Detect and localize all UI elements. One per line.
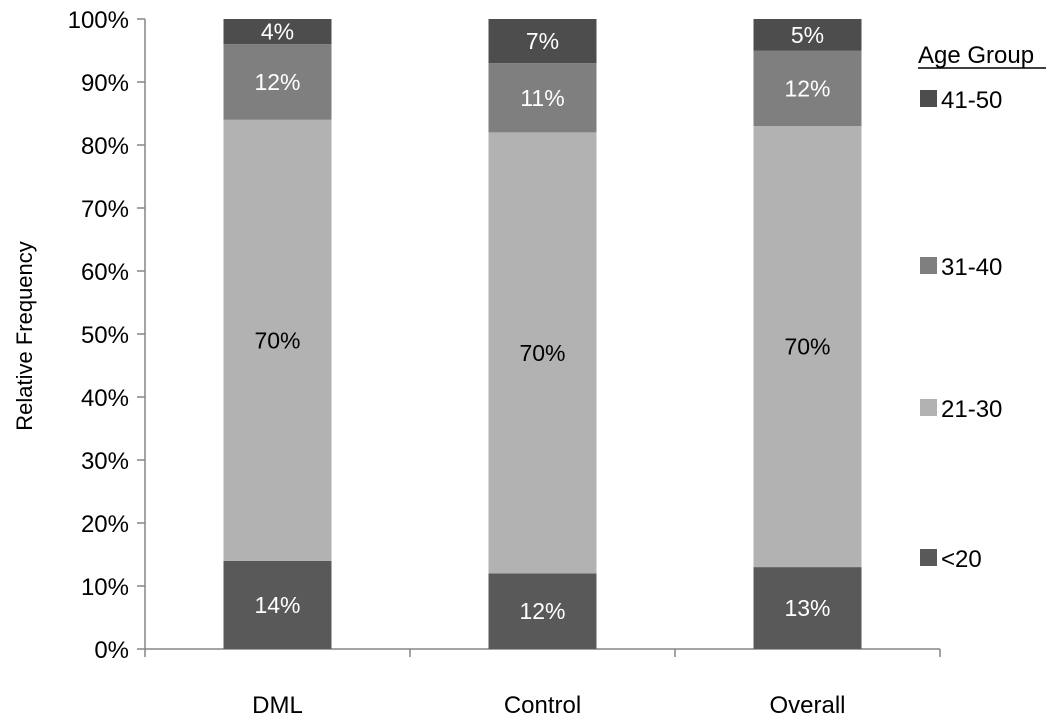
y-tick-label: 20% (81, 511, 129, 538)
bar-stack-dml: 14% 70% 12% 4% (223, 19, 332, 649)
data-label: 4% (261, 19, 294, 45)
y-tick-label: 70% (81, 196, 129, 223)
data-label: 11% (520, 85, 564, 111)
data-label: 12% (784, 75, 830, 101)
bar-segment (488, 63, 597, 133)
bar-segment (753, 19, 862, 51)
bar-segment (223, 44, 332, 120)
legend-title: Age Group (918, 42, 1034, 69)
data-label: 70% (519, 340, 565, 366)
bar-segment (223, 119, 332, 561)
legend-label: <20 (941, 546, 982, 573)
y-tick-label: 90% (81, 70, 129, 97)
y-axis-label: Relative Frequency (12, 241, 37, 431)
y-tick-label: 80% (81, 133, 129, 160)
legend-label: 41-50 (941, 87, 1002, 114)
data-label: 14% (254, 592, 300, 618)
y-tick-label: 50% (81, 322, 129, 349)
y-tick-label: 100% (68, 7, 129, 34)
data-label: 5% (791, 22, 824, 48)
data-label: 12% (254, 69, 300, 95)
legend-label: 31-40 (941, 254, 1002, 281)
bar-segment (488, 19, 597, 64)
legend-swatch (920, 90, 937, 107)
bar-segment (753, 567, 862, 649)
bar-segment (223, 19, 332, 45)
legend-swatch (920, 257, 937, 274)
x-tick-label: DML (252, 692, 303, 719)
legend-swatch (920, 399, 937, 416)
legend-swatch (920, 549, 937, 566)
bar-segment (753, 50, 862, 127)
data-label: 7% (526, 28, 559, 54)
bar-stack-overall: 13% 70% 12% 5% (753, 19, 862, 649)
y-tick-label: 40% (81, 385, 129, 412)
bar-stack-control: 12% 70% 11% 7% (488, 19, 597, 649)
y-axis: 0% 10% 20% 30% 40% 50% 60% 70% 80% 90% 100% (68, 7, 146, 664)
bars: 14% 70% 12% 4% 12% 70% 11% 7% 13% 70% 12% 5% (223, 19, 862, 649)
data-label: 12% (519, 598, 565, 624)
bar-segment (488, 573, 597, 649)
bar-segment (488, 132, 597, 574)
y-tick-label: 60% (81, 259, 129, 286)
data-label: 70% (254, 327, 300, 353)
x-axis: DML Control Overall (144, 648, 941, 719)
x-tick-label: Control (504, 692, 581, 719)
data-label: 13% (784, 595, 830, 621)
y-tick-label: 10% (81, 574, 129, 601)
bar-segment (753, 126, 862, 568)
bar-segment (223, 560, 332, 649)
y-tick-label: 0% (94, 637, 129, 664)
legend-label: 21-30 (941, 396, 1002, 423)
y-tick-label: 30% (81, 448, 129, 475)
x-tick-label: Overall (769, 692, 845, 719)
legend: Age Group 41-50 31-40 21-30 <20 (918, 42, 1046, 573)
data-label: 70% (784, 334, 830, 360)
